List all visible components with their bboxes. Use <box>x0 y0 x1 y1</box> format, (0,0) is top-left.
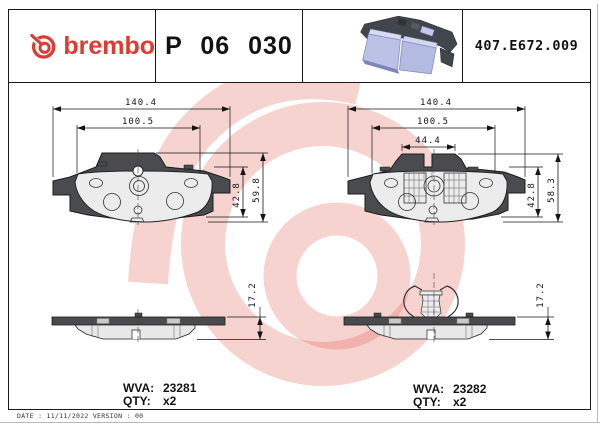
brand-cell: brembo <box>9 10 156 82</box>
footer-date-version: DATE : 11/11/2022 VERSION : 00 <box>17 412 144 420</box>
qty-label: QTY: <box>123 394 151 408</box>
header-row: brembo P 06 030 407.E672.009 <box>8 9 591 83</box>
wva-value: 23282 <box>453 382 487 396</box>
right-pad-front-view <box>347 149 526 225</box>
dim-left-pad-height: 42.8 <box>232 182 242 208</box>
page-edge-bottom <box>0 422 600 423</box>
left-pad-plan-view <box>51 309 226 345</box>
technical-drawing-area: 140.4 100.5 42.8 59.8 17.2 <box>51 83 563 386</box>
part-number: P 06 030 <box>165 31 293 60</box>
brand-wordmark: brembo <box>63 31 155 60</box>
left-front-dimensions <box>52 106 268 223</box>
part-number-cell: P 06 030 <box>156 10 303 82</box>
dim-right-tab-width: 44.4 <box>415 136 441 146</box>
brembo-logo-icon <box>30 33 56 59</box>
dim-right-pad-height: 42.8 <box>527 182 537 208</box>
brembo-watermark <box>128 83 465 386</box>
left-pad-wva-block: WVA: 23281 QTY: x2 <box>123 382 196 408</box>
wva-value: 23281 <box>163 381 197 395</box>
dim-right-total-height: 58.3 <box>547 177 557 203</box>
left-plan-dimensions <box>197 307 266 340</box>
qty-label: QTY: <box>413 395 441 409</box>
catalog-code-cell: 407.E672.009 <box>463 10 590 82</box>
dim-left-inner-width: 100.5 <box>122 117 154 127</box>
clip-right-arm <box>439 285 459 318</box>
right-pad-plan-view <box>343 273 516 345</box>
dim-left-outer-width: 140.4 <box>125 98 157 108</box>
catalog-code: 407.E672.009 <box>474 38 579 54</box>
right-plan-dimensions <box>489 307 554 340</box>
brake-pads-3d-image <box>360 15 458 75</box>
right-pad-wva-block: WVA: 23282 QTY: x2 <box>413 383 486 409</box>
dim-left-thickness: 17.2 <box>248 282 258 308</box>
wva-label: WVA: <box>123 381 155 395</box>
page-edge-right <box>597 4 598 422</box>
clip-body <box>420 294 442 318</box>
dim-right-outer-width: 140.4 <box>420 98 452 108</box>
wva-label: WVA: <box>413 382 445 396</box>
dim-right-thickness: 17.2 <box>536 282 546 308</box>
dim-left-total-height: 59.8 <box>252 177 262 203</box>
left-pad-front-view <box>52 149 231 225</box>
qty-value: x2 <box>453 395 467 409</box>
right-front-dimensions <box>347 106 563 223</box>
clip-left-arm <box>403 285 423 318</box>
qty-value: x2 <box>163 394 177 408</box>
dim-right-inner-width: 100.5 <box>417 117 449 127</box>
product-render-cell <box>303 10 463 82</box>
